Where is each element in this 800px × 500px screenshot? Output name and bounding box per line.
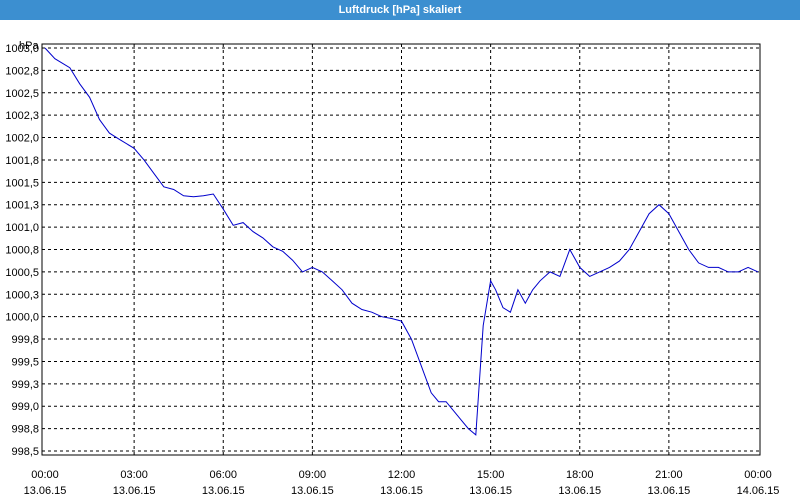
y-tick-labels: 1003,0 1002,8 1002,5 1002,3 1002,0 1001,8 1001… <box>5 43 39 458</box>
y-tick-label: 1002,0 <box>5 133 39 145</box>
x-tick-time: 06:00 <box>209 469 237 481</box>
y-tick-label: 1001,0 <box>5 222 39 234</box>
grid-lines <box>42 44 760 455</box>
x-tick-time: 03:00 <box>120 469 148 481</box>
y-tick-label: 1001,3 <box>5 200 39 212</box>
x-tick-time: 12:00 <box>388 469 416 481</box>
x-tick-labels: 00:00 13.06.15 03:00 13.06.15 06:00 13.06.15 0… <box>24 469 780 497</box>
y-tick-label: 1001,5 <box>5 177 39 189</box>
y-tick-label: 1002,8 <box>5 65 39 77</box>
x-tick-time: 18:00 <box>566 469 594 481</box>
y-tick-label: 1001,8 <box>5 155 39 167</box>
y-tick-label: 999,3 <box>11 379 39 391</box>
series-layer <box>44 47 759 436</box>
x-tick-date: 13.06.15 <box>24 485 67 497</box>
x-tick-date: 13.06.15 <box>291 485 334 497</box>
window-titlebar: Luftdruck [hPa] skaliert <box>0 0 800 20</box>
x-tick-date: 13.06.15 <box>380 485 423 497</box>
y-tick-label: 1003,0 <box>5 43 39 55</box>
y-tick-label: 1000,3 <box>5 289 39 301</box>
y-tick-label: 1000,8 <box>5 245 39 257</box>
y-tick-label: 1000,0 <box>5 312 39 324</box>
plot-frame <box>41 43 761 456</box>
x-tick-date: 13.06.15 <box>558 485 601 497</box>
y-tick-label: 999,0 <box>11 401 39 413</box>
y-axis-unit: hPa <box>19 40 39 52</box>
x-tick-time: 00:00 <box>744 469 772 481</box>
y-tick-label: 999,5 <box>11 356 39 368</box>
x-tick-time: 09:00 <box>299 469 327 481</box>
x-tick-date: 14.06.15 <box>737 485 780 497</box>
y-tick-label: 999,8 <box>11 334 39 346</box>
x-tick-date: 13.06.15 <box>202 485 245 497</box>
y-tick-label: 998,8 <box>11 424 39 436</box>
y-tick-label: 998,5 <box>11 446 39 458</box>
x-tick-time: 21:00 <box>655 469 683 481</box>
series-line <box>44 47 759 436</box>
y-tick-label: 1002,5 <box>5 88 39 100</box>
x-tick-time: 00:00 <box>31 469 59 481</box>
window-title: Luftdruck [hPa] skaliert <box>338 4 462 16</box>
x-tick-time: 15:00 <box>477 469 505 481</box>
chart-area: hPa 1003,0 1002,8 1002,5 1002,3 1002,0 1001,8… <box>5 40 780 497</box>
y-tick-label: 1002,3 <box>5 110 39 122</box>
y-tick-label: 1000,5 <box>5 267 39 279</box>
x-tick-date: 13.06.15 <box>647 485 690 497</box>
x-tick-date: 13.06.15 <box>113 485 156 497</box>
x-tick-date: 13.06.15 <box>469 485 512 497</box>
